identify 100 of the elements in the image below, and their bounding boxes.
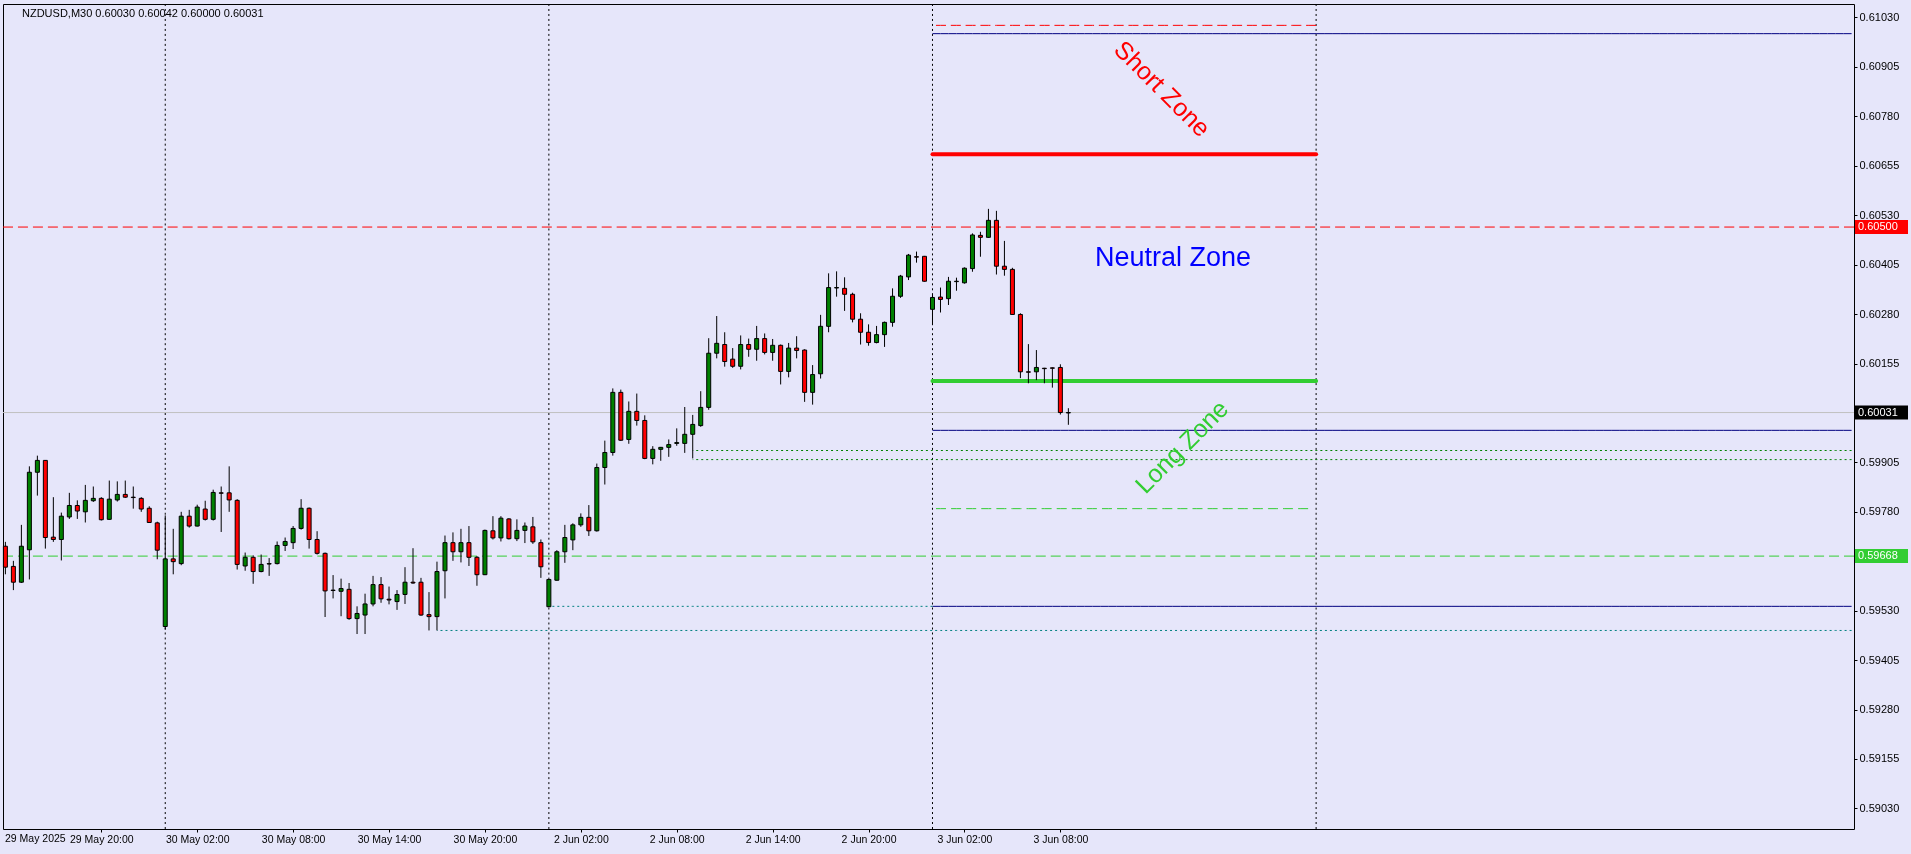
candlestick — [698, 390, 704, 428]
candlestick — [498, 515, 504, 542]
candlestick — [170, 528, 176, 575]
annotation: Neutral Zone — [1094, 242, 1252, 272]
candlestick — [338, 578, 344, 617]
candlestick — [562, 524, 568, 564]
candlestick — [266, 557, 272, 577]
candlestick — [1049, 366, 1055, 389]
candlestick — [10, 560, 16, 591]
candlestick — [786, 342, 792, 378]
candlestick — [362, 593, 368, 635]
candlestick — [770, 338, 776, 362]
candlestick — [842, 276, 848, 312]
candlestick — [354, 605, 360, 635]
y-tick-label: 0.60905 — [1859, 60, 1900, 73]
candlestick — [370, 575, 376, 607]
candlestick — [290, 525, 296, 550]
y-tick-label: 0.60405 — [1859, 258, 1900, 271]
candlestick — [58, 512, 64, 561]
candlestick — [634, 393, 640, 427]
y-tick-label: 0.60280 — [1859, 307, 1900, 320]
candlestick — [258, 554, 264, 573]
candlestick — [730, 347, 736, 369]
candlestick — [570, 522, 576, 551]
x-tick-label: 30 May 20:00 — [453, 832, 518, 845]
x-tick-label: 2 Jun 14:00 — [745, 832, 801, 845]
candlestick — [1033, 349, 1039, 381]
candlestick — [682, 406, 688, 454]
candlestick — [282, 537, 288, 552]
candlestick — [522, 521, 528, 544]
candlestick — [754, 325, 760, 362]
candlestick — [586, 504, 592, 537]
y-tick-label: 0.59280 — [1859, 703, 1900, 716]
candlestick — [426, 591, 432, 631]
candlestick — [114, 480, 120, 503]
candlestick — [378, 576, 384, 604]
candlestick — [394, 589, 400, 611]
candlestick — [794, 335, 800, 359]
y-tick-label: 0.59405 — [1859, 653, 1900, 666]
x-tick-label: 29 May 20:00 — [69, 832, 134, 845]
candlestick — [866, 323, 872, 347]
text: 29 May 2025 — [5, 832, 66, 844]
candlestick — [906, 253, 912, 281]
candlestick — [330, 574, 336, 599]
y-tick-label: 0.60780 — [1859, 109, 1900, 122]
candlestick — [690, 414, 696, 459]
candlestick — [514, 518, 520, 542]
candlestick — [202, 500, 208, 522]
x-tick-label: 30 May 02:00 — [165, 832, 230, 845]
y-tick-label: 0.60530 — [1859, 208, 1900, 221]
y-tick-label: 0.59155 — [1859, 752, 1900, 765]
x-tick-label: 3 Jun 02:00 — [937, 832, 993, 845]
candlestick — [858, 312, 864, 346]
candlestick — [242, 552, 248, 572]
y-tick-label: 0.60655 — [1859, 159, 1900, 172]
candlestick — [466, 525, 472, 567]
candlestick — [1001, 240, 1007, 277]
candlestick — [882, 321, 888, 348]
candlestick — [722, 331, 728, 368]
candlestick — [410, 547, 416, 585]
candlestick — [218, 486, 224, 533]
candlestick — [602, 440, 608, 486]
candlestick — [650, 445, 656, 465]
candlestick — [977, 231, 983, 258]
y-tick-label: 0.59030 — [1859, 801, 1900, 814]
chart-title: NZDUSD,M30 0.60030 0.60042 0.60000 0.60031 — [22, 7, 264, 19]
x-tick-label: 2 Jun 08:00 — [649, 832, 705, 845]
candlestick — [810, 364, 816, 406]
candlestick — [714, 315, 720, 359]
candlestick — [530, 516, 536, 545]
candlestick — [250, 554, 256, 585]
candlestick — [402, 566, 408, 605]
x-tick-label: 30 May 08:00 — [261, 832, 326, 845]
candlestick — [386, 586, 392, 605]
x-tick-label: 30 May 14:00 — [357, 832, 422, 845]
y-tick-label: 0.61030 — [1859, 10, 1900, 23]
candlestick — [937, 287, 943, 313]
candlestick — [106, 480, 112, 521]
candlestick — [50, 496, 56, 543]
candlestick — [1025, 343, 1031, 384]
x-tick-label: 3 Jun 08:00 — [1033, 832, 1089, 845]
y-tick-label: 0.59905 — [1859, 455, 1900, 468]
candlestick — [34, 455, 40, 497]
y-tick-label: 0.59530 — [1859, 604, 1900, 617]
x-tick-label: 2 Jun 02:00 — [553, 832, 609, 845]
x-tick-label: 2 Jun 20:00 — [841, 832, 897, 845]
candlestick — [674, 427, 680, 447]
ref-line-label: 0.60500 — [1858, 220, 1898, 233]
candlestick — [98, 496, 104, 522]
candlestick — [746, 338, 752, 358]
candlestick — [194, 504, 200, 527]
candlestick — [226, 465, 232, 513]
candlestick — [945, 276, 951, 306]
candlestick — [762, 332, 768, 355]
candlestick — [298, 498, 304, 531]
candlestick — [66, 492, 72, 520]
ref-line-label: 0.60031 — [1858, 405, 1898, 418]
ref-line-label: 0.59668 — [1858, 549, 1898, 562]
candlestick — [458, 528, 464, 563]
y-tick-label: 0.59780 — [1859, 505, 1900, 518]
